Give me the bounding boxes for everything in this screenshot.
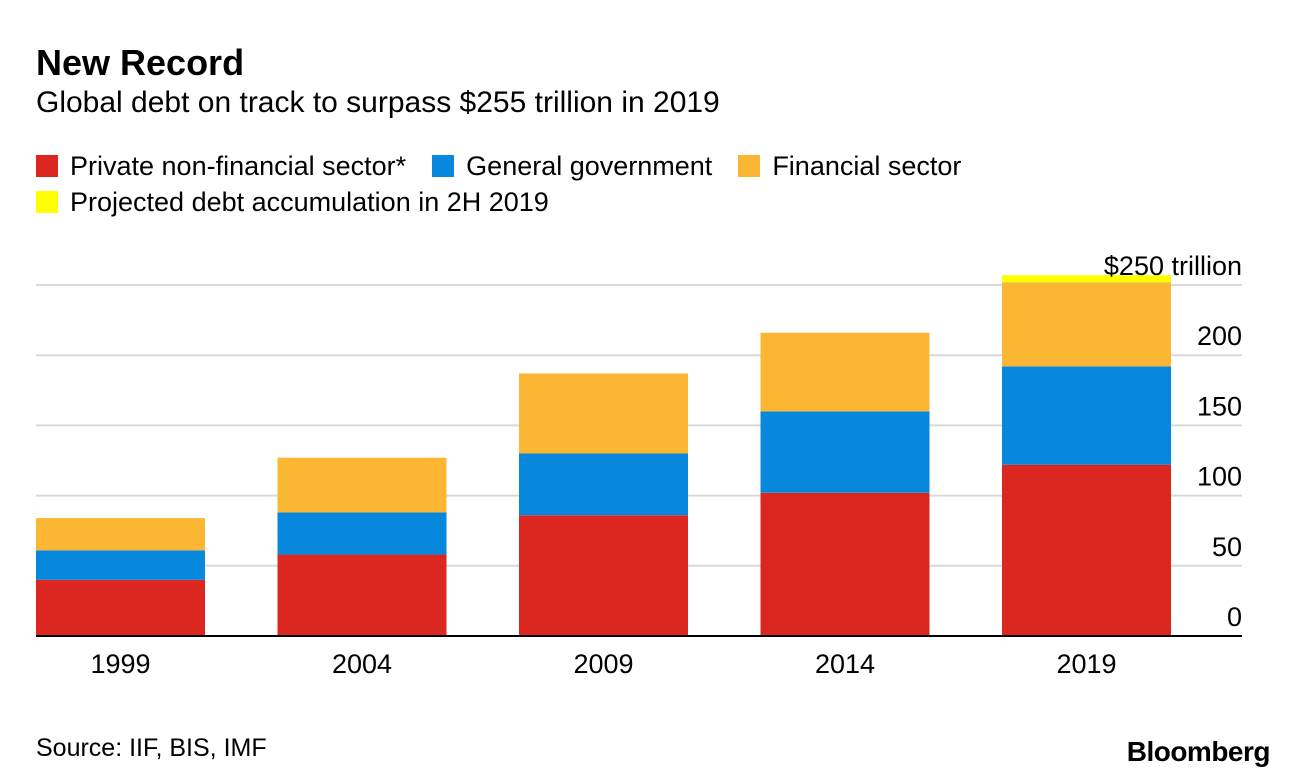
x-tick-label-2009: 2009 [573, 649, 633, 679]
y-tick-label-100: 100 [1197, 462, 1242, 492]
bar-2019-series-2 [1002, 282, 1171, 367]
bar-2009-series-2 [519, 373, 688, 454]
legend-item-government: General government [432, 151, 712, 182]
bar-2009-series-1 [519, 453, 688, 516]
bar-2014-series-1 [760, 411, 930, 493]
chart-subtitle: Global debt on track to surpass $255 tri… [36, 86, 720, 119]
legend-swatch-private [36, 155, 58, 177]
bar-2014-series-0 [760, 492, 930, 636]
bar-2019-series-1 [1002, 366, 1171, 465]
legend-item-private: Private non-financial sector* [36, 151, 406, 182]
legend-swatch-government [432, 155, 455, 177]
legend-label-financial: Financial sector [772, 150, 962, 181]
legend-label-projected: Projected debt accumulation in 2H 2019 [70, 186, 549, 217]
y-tick-label-0: 0 [1227, 602, 1242, 632]
bar-1999-series-2 [36, 518, 205, 551]
bar-2004-series-2 [277, 457, 447, 513]
legend-label-government: General government [466, 150, 713, 181]
y-tick-label-150: 150 [1197, 391, 1242, 421]
chart-title: New Record [36, 42, 245, 83]
y-tick-label-50: 50 [1212, 532, 1242, 562]
legend-swatch-projected [36, 191, 58, 213]
x-tick-label-2004: 2004 [332, 649, 392, 679]
bar-2019-series-3 [1002, 275, 1171, 283]
source-note: Source: IIF, BIS, IMF [36, 734, 267, 762]
bar-1999-series-1 [36, 550, 205, 580]
bar-2009-series-0 [519, 515, 688, 636]
bar-1999-series-0 [36, 579, 205, 636]
y-tick-label-200: 200 [1197, 321, 1242, 351]
legend-item-financial: Financial sector [738, 151, 961, 182]
bar-2004-series-1 [277, 512, 447, 555]
legend: Private non-financial sector* General go… [36, 148, 1236, 220]
bar-2019-series-0 [1002, 464, 1171, 636]
y-tick-label-250: $250 trillion [1104, 251, 1242, 281]
bar-2014-series-2 [760, 332, 930, 412]
x-tick-label-2014: 2014 [815, 649, 875, 679]
bar-2004-series-0 [277, 554, 447, 636]
legend-item-projected: Projected debt accumulation in 2H 2019 [36, 187, 549, 218]
legend-swatch-financial [738, 155, 761, 177]
bloomberg-logo: Bloomberg [1126, 736, 1271, 767]
x-tick-label-1999: 1999 [90, 649, 150, 679]
legend-label-private: Private non-financial sector* [70, 150, 407, 181]
x-tick-label-2019: 2019 [1056, 649, 1116, 679]
stacked-bar-chart: 1999 2004 2009 2014 2019 0 50 100 150 200 $250 tri… [36, 251, 1242, 679]
